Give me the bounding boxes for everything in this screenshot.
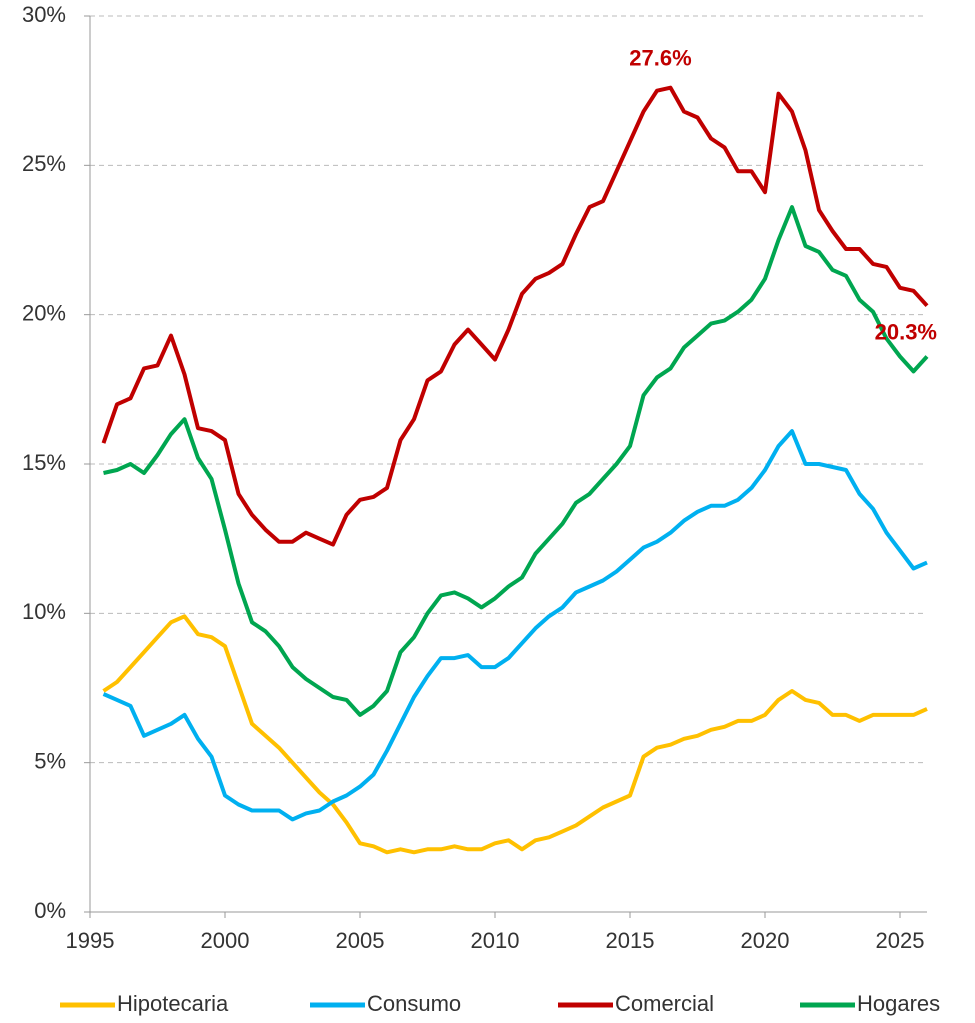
series-line [101,85,929,547]
x-tick-label: 2015 [606,928,655,953]
x-tick-label: 1995 [66,928,115,953]
x-tick-label: 2025 [876,928,925,953]
y-tick-label: 5% [34,748,66,773]
legend-label: Hipotecaria [117,991,229,1016]
x-tick-label: 2000 [201,928,250,953]
legend-label: Consumo [367,991,461,1016]
y-tick-label: 25% [22,151,66,176]
series-line [102,429,928,822]
y-tick-label: 10% [22,599,66,624]
series-line [102,614,928,855]
annotation: 20.3% [875,320,937,345]
y-tick-label: 30% [22,2,66,27]
legend-label: Hogares [857,991,940,1016]
legend-label: Comercial [615,991,714,1016]
series-line [103,205,929,717]
x-tick-label: 2020 [741,928,790,953]
y-tick-label: 20% [22,300,66,325]
y-tick-label: 15% [22,450,66,475]
x-tick-label: 2005 [336,928,385,953]
y-tick-label: 0% [34,898,66,923]
x-tick-label: 2010 [471,928,520,953]
annotation: 27.6% [629,45,691,70]
